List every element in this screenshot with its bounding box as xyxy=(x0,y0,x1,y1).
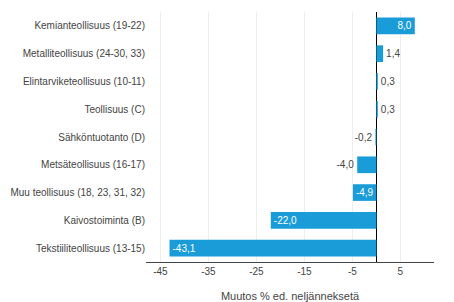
svg-text:Muutos % ed. neljänneksetä: Muutos % ed. neljänneksetä xyxy=(221,290,360,302)
svg-text:8,0: 8,0 xyxy=(397,20,411,31)
svg-text:-25: -25 xyxy=(249,266,264,277)
svg-text:Elintarviketeollisuus (10-11): Elintarviketeollisuus (10-11) xyxy=(23,76,145,87)
svg-text:5: 5 xyxy=(398,266,404,277)
svg-text:-22,0: -22,0 xyxy=(274,215,297,226)
svg-text:Metsäteollisuus (16-17): Metsäteollisuus (16-17) xyxy=(41,159,145,170)
svg-text:Kaivostoiminta (B): Kaivostoiminta (B) xyxy=(64,215,145,226)
svg-text:-4,0: -4,0 xyxy=(337,159,355,170)
svg-text:Sähköntuotanto (D): Sähköntuotanto (D) xyxy=(58,132,145,143)
svg-text:-45: -45 xyxy=(153,266,168,277)
svg-text:Metalliteollisuus (24-30, 33): Metalliteollisuus (24-30, 33) xyxy=(23,48,145,59)
svg-text:Muu teollisuus (18, 23, 31, 32: Muu teollisuus (18, 23, 31, 32) xyxy=(10,187,145,198)
svg-text:-0,2: -0,2 xyxy=(355,132,373,143)
svg-text:0,3: 0,3 xyxy=(381,76,395,87)
svg-text:Teollisuus (C): Teollisuus (C) xyxy=(84,104,145,115)
svg-text:-35: -35 xyxy=(201,266,216,277)
svg-text:Tekstiiliteollisuus (13-15): Tekstiiliteollisuus (13-15) xyxy=(36,243,145,254)
svg-text:-4,9: -4,9 xyxy=(356,187,374,198)
svg-text:1,4: 1,4 xyxy=(386,48,400,59)
svg-text:-5: -5 xyxy=(348,266,357,277)
svg-text:-43,1: -43,1 xyxy=(173,243,196,254)
svg-text:0,3: 0,3 xyxy=(381,104,395,115)
svg-text:Kemianteollisuus (19-22): Kemianteollisuus (19-22) xyxy=(34,20,145,31)
svg-text:-15: -15 xyxy=(297,266,312,277)
